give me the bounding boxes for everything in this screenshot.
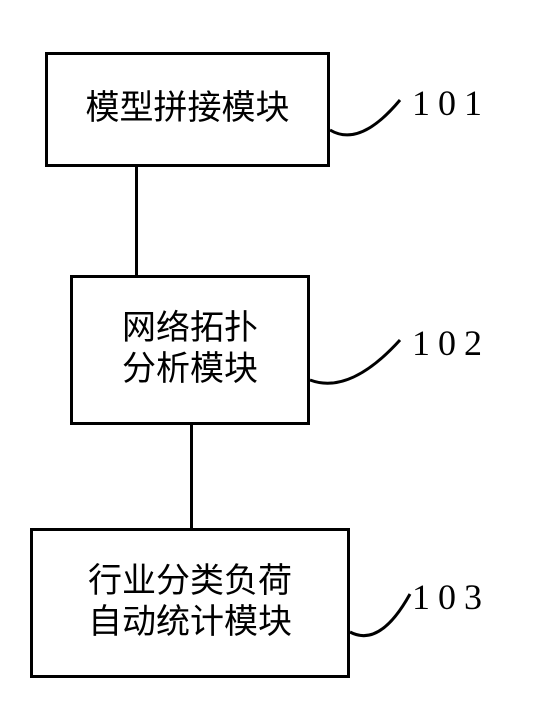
- ref-label-103: 103: [412, 576, 490, 618]
- ref-label-102: 102: [412, 322, 490, 364]
- ref-label-101: 101: [412, 82, 490, 124]
- diagram-canvas: 模型拼接模块 网络拓扑 分析模块 行业分类负荷 自动统计模块 101 102 1…: [0, 0, 555, 725]
